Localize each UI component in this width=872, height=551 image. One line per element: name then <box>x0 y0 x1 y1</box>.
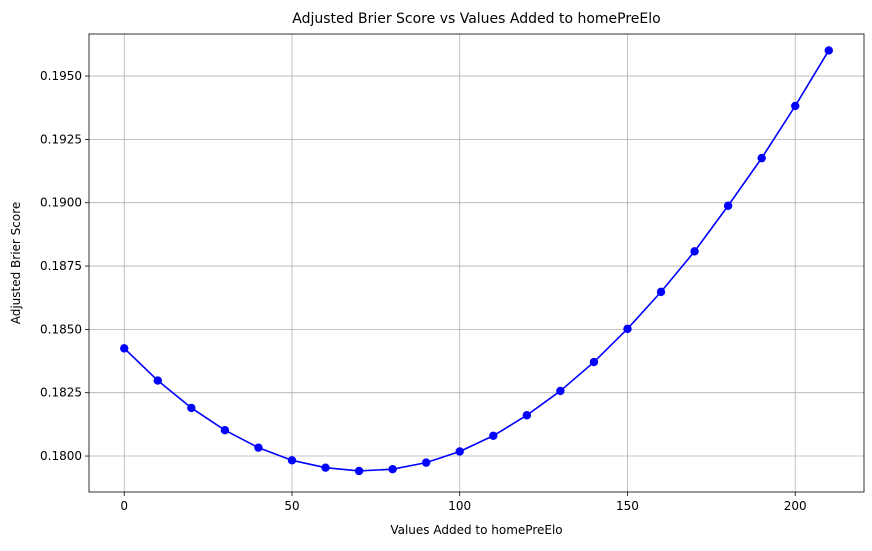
y-tick-label: 0.1800 <box>40 449 82 463</box>
series-line <box>123 50 830 472</box>
data-point <box>421 458 431 467</box>
data-point <box>120 344 129 353</box>
x-tick-label: 0 <box>120 499 128 513</box>
data-point <box>321 463 330 472</box>
data-point <box>287 456 297 465</box>
data-point <box>556 386 565 396</box>
series-layer <box>120 46 833 476</box>
data-point <box>589 357 599 367</box>
chart-title: Adjusted Brier Score vs Values Added to … <box>292 11 660 27</box>
x-tick-label: 100 <box>448 499 471 513</box>
tick-layer: 0 50 100 150 200 0.1800 0.1825 0.1850 0.1875 0.19… <box>40 69 807 513</box>
y-tick-label: 0.1850 <box>40 322 82 336</box>
data-point <box>153 376 162 385</box>
data-point <box>623 324 632 334</box>
data-point <box>656 287 666 297</box>
y-tick-label: 0.1950 <box>40 69 82 83</box>
x-tick-label: 50 <box>284 499 299 513</box>
y-tick-label: 0.1900 <box>40 196 82 210</box>
data-point <box>455 447 464 456</box>
grid-layer <box>89 34 864 492</box>
data-point <box>690 247 699 256</box>
data-point <box>522 411 532 420</box>
y-tick-label: 0.1875 <box>40 259 82 273</box>
data-point <box>824 46 833 55</box>
data-point <box>354 466 364 476</box>
y-tick-label: 0.1825 <box>40 386 82 400</box>
data-point <box>791 101 800 111</box>
data-point <box>254 443 263 452</box>
data-point <box>489 431 498 440</box>
data-point <box>388 465 397 474</box>
plot-frame <box>88 33 865 493</box>
x-tick-label: 150 <box>616 499 639 513</box>
x-axis-label: Values Added to homePreElo <box>390 523 562 537</box>
y-axis-label: Adjusted Brier Score <box>9 202 23 325</box>
x-tick-label: 200 <box>784 499 807 513</box>
y-tick-label: 0.1925 <box>40 132 82 146</box>
data-point <box>757 153 766 163</box>
data-point <box>723 201 733 210</box>
data-point <box>220 425 230 435</box>
data-point <box>187 403 196 413</box>
